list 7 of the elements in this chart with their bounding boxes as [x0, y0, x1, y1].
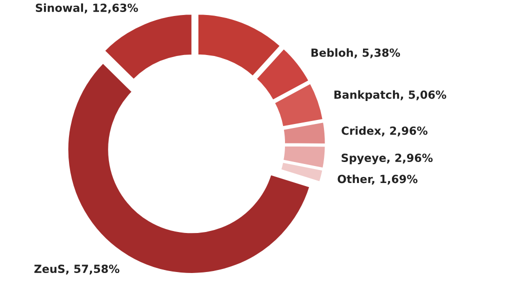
slice-label: Cridex, 2,96%: [342, 126, 428, 136]
slice-label: ZeuS, 57,58%: [34, 264, 120, 274]
slice-label: Bebloh, 5,38%: [311, 48, 400, 58]
slice-label: Sinowal, 12,63%: [36, 3, 138, 14]
slice-label: Bankpatch, 5,06%: [334, 90, 446, 102]
slice-label: Other, 1,69%: [338, 174, 418, 185]
slice-label: Spyeye, 2,96%: [342, 154, 433, 164]
